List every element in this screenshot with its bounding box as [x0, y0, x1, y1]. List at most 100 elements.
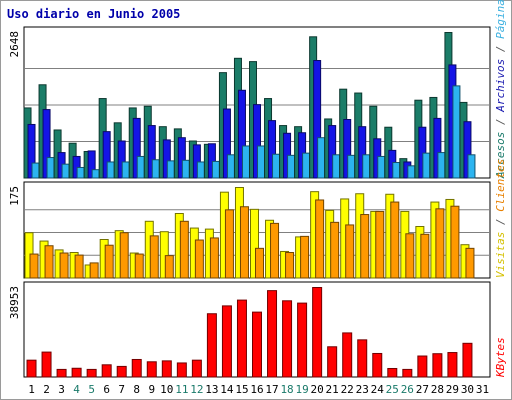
x-tick-label: 10: [160, 383, 173, 396]
x-tick-label: 14: [220, 383, 234, 396]
x-tick-label: 26: [401, 383, 414, 396]
chart-title: Uso diario en Junio 2005: [7, 7, 180, 21]
bar-pginas-day-16: [257, 145, 265, 179]
bar-clientes-day-24: [375, 210, 385, 279]
bar-kbytes-day-24: [372, 352, 383, 378]
bar-kbytes-day-1: [26, 359, 37, 378]
legend-item: Clientes: [494, 159, 507, 219]
bar-pginas-day-23: [362, 154, 371, 179]
x-tick-label: 18: [280, 383, 293, 396]
bar-pginas-day-18: [287, 154, 296, 179]
chart-panels: 2648 Accesos / Archivos / Páginas 175 Visit…: [8, 0, 507, 378]
bar-clientes-day-21: [330, 221, 340, 279]
legend-item: Archivos: [494, 59, 507, 119]
x-tick-label: 25: [386, 383, 399, 396]
legend-item: Visitas: [494, 232, 507, 278]
bar-clientes-day-7: [119, 232, 129, 279]
bar-kbytes-day-15: [236, 299, 247, 378]
legend-visits: Visitas / Clientes: [494, 159, 507, 278]
x-tick-label: 16: [250, 383, 263, 396]
bar-pginas-day-1: [31, 162, 40, 179]
bar-pginas-day-28: [437, 152, 446, 179]
bar-pginas-day-4: [76, 166, 85, 179]
bar-kbytes-day-6: [101, 364, 112, 378]
bar-kbytes-day-9: [146, 361, 157, 378]
bar-kbytes-day-30: [462, 342, 473, 378]
x-tick-label: 29: [446, 383, 459, 396]
bar-clientes-day-9: [149, 235, 159, 279]
bar-pginas-day-29: [452, 85, 461, 179]
bar-kbytes-day-25: [387, 367, 398, 378]
bar-clientes-day-8: [134, 253, 144, 279]
bar-clientes-day-25: [390, 201, 400, 279]
bar-pginas-day-26: [407, 165, 416, 179]
legend-item: /: [494, 218, 507, 231]
bar-kbytes-day-17: [267, 290, 278, 378]
bar-clientes-day-23: [360, 214, 370, 279]
bar-kbytes-day-18: [282, 300, 293, 378]
bar-pginas-day-30: [467, 154, 476, 179]
bar-kbytes-day-29: [447, 352, 458, 378]
x-tick-label: 7: [118, 383, 125, 396]
bar-pginas-day-2: [46, 157, 55, 179]
y-axis-max-label-kbytes: 38953: [8, 286, 21, 319]
bar-kbytes-day-5: [86, 368, 97, 378]
bar-visitas-day-16: [250, 208, 259, 279]
x-tick-label: 15: [235, 383, 248, 396]
x-tick-label: 30: [461, 383, 474, 396]
bar-kbytes-day-7: [116, 365, 127, 378]
bar-kbytes-day-8: [131, 358, 142, 378]
bar-clientes-day-26: [405, 233, 415, 279]
bar-kbytes-day-12: [191, 359, 202, 378]
x-tick-label: 17: [265, 383, 278, 396]
legend-item: KBytes: [494, 337, 507, 378]
bar-kbytes-day-22: [342, 332, 353, 378]
bar-kbytes-day-26: [402, 368, 413, 378]
bar-pginas-day-6: [106, 161, 115, 179]
bar-pginas-day-24: [377, 155, 386, 179]
bar-kbytes-day-16: [252, 311, 262, 378]
x-axis-ticks: 1 2 3 4 5 6 7 8 9 10 11 12 13 14 15 16 17 18 19 20 21 22 23 24 2…: [28, 383, 489, 396]
x-tick-label: 8: [133, 383, 140, 396]
x-tick-label: 28: [431, 383, 444, 396]
x-tick-label: 3: [58, 383, 65, 396]
bar-clientes-day-27: [420, 233, 430, 279]
bar-clientes-day-17: [270, 222, 280, 279]
panel-kbytes: 38953 KBytes: [8, 281, 507, 378]
bar-kbytes-day-23: [357, 339, 368, 378]
bar-pginas-day-15: [241, 145, 250, 179]
x-tick-label: 4: [73, 383, 80, 396]
bar-clientes-day-13: [209, 237, 219, 279]
bar-clientes-day-15: [239, 206, 249, 279]
bar-pginas-day-9: [151, 159, 160, 179]
x-tick-label: 11: [175, 383, 188, 396]
bar-pginas-day-11: [181, 159, 190, 179]
x-tick-label: 27: [416, 383, 429, 396]
bar-kbytes-day-3: [56, 368, 67, 378]
bar-kbytes-day-21: [327, 346, 338, 378]
bar-kbytes-day-27: [417, 355, 428, 378]
x-tick-label: 24: [371, 383, 385, 396]
legend-kbytes: KBytes: [494, 337, 507, 378]
bar-pginas-day-19: [302, 152, 311, 179]
legend-item: /: [494, 46, 507, 59]
bar-pginas-day-8: [136, 155, 145, 179]
bar-clientes-day-6: [104, 244, 114, 279]
bar-kbytes-day-13: [206, 313, 217, 378]
bar-kbytes-day-20: [312, 287, 323, 378]
bar-clientes-day-3: [59, 252, 69, 279]
panel-visits: 175 Visitas / Clientes: [8, 159, 507, 279]
bar-clientes-day-1: [29, 253, 39, 279]
bar-pginas-day-7: [121, 161, 130, 179]
bar-pginas-day-27: [422, 152, 431, 179]
x-tick-label: 13: [205, 383, 218, 396]
bar-kbytes-day-14: [221, 305, 232, 378]
bar-clientes-day-12: [194, 239, 204, 279]
bar-clientes-day-20: [315, 199, 325, 279]
x-tick-label: 23: [356, 383, 369, 396]
bar-pginas-day-5: [91, 169, 100, 179]
bar-clientes-day-11: [179, 220, 189, 279]
bar-clientes-day-4: [74, 254, 84, 279]
bar-pginas-day-13: [211, 160, 220, 179]
bar-clientes-day-10: [164, 255, 174, 279]
